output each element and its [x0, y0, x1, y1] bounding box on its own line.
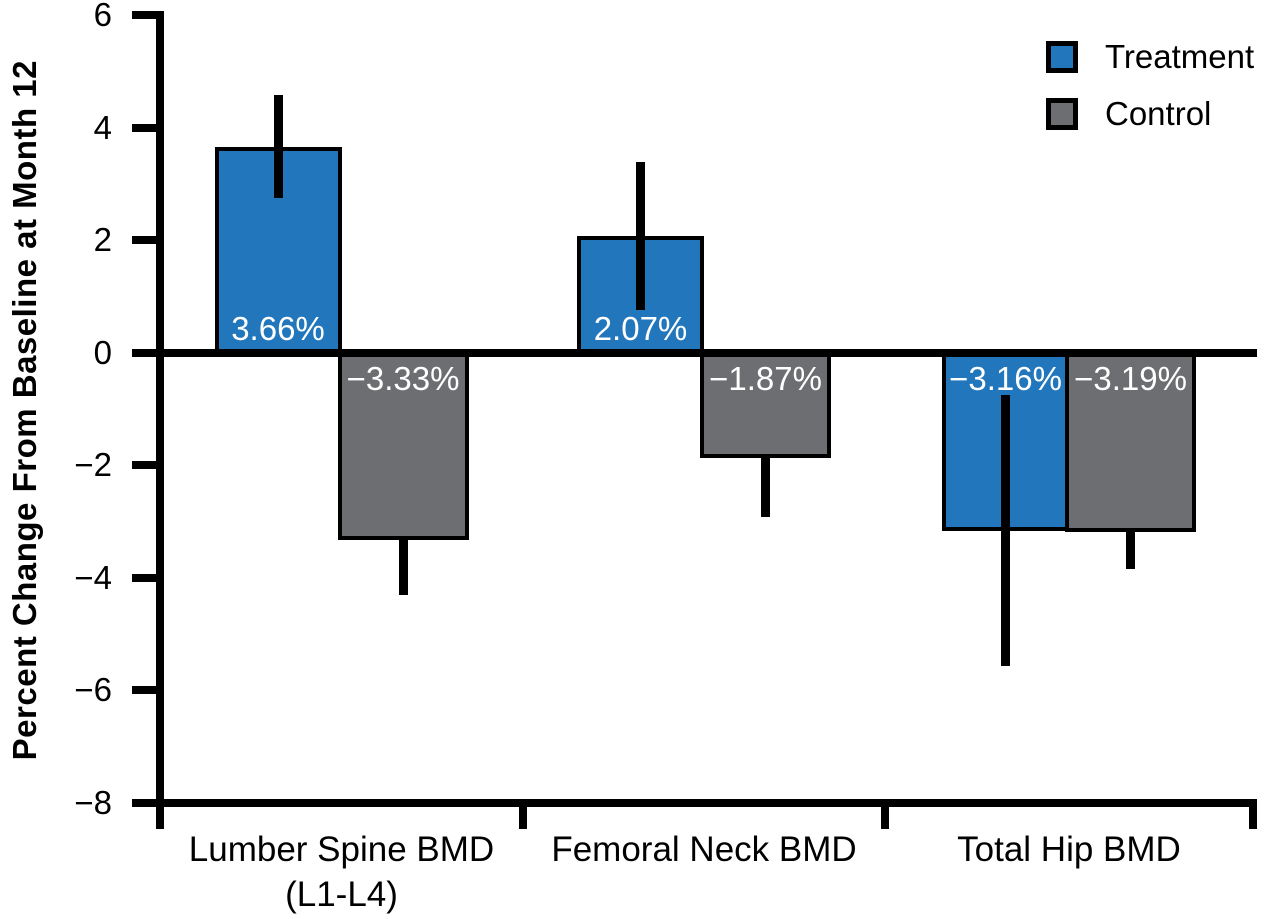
control-value-label: −1.87%: [709, 359, 822, 397]
y-tick-label: 0: [93, 333, 112, 371]
category-label-line: Lumber Spine BMD: [188, 830, 495, 869]
y-tick: [132, 123, 160, 132]
legend: Treatment Control: [1046, 38, 1255, 155]
category-label: Lumber Spine BMD (L1-L4): [92, 827, 592, 917]
control-value-label: −3.19%: [1074, 359, 1187, 397]
legend-entry-treatment: Treatment: [1046, 38, 1255, 75]
treatment-error-bar: [1001, 395, 1010, 666]
y-tick: [132, 799, 160, 807]
control-swatch: [1046, 98, 1078, 130]
treatment-value-label: 2.07%: [593, 309, 688, 347]
y-tick-label: −8: [74, 784, 112, 821]
y-tick-label: 4: [93, 108, 112, 146]
control-error-bar: [1126, 495, 1135, 569]
category-label-line: Femoral Neck BMD: [551, 830, 857, 869]
y-tick-label: −6: [74, 671, 112, 709]
y-tick-label: −4: [74, 558, 112, 596]
treatment-value-label: −3.16%: [949, 359, 1062, 397]
x-axis-line: [156, 799, 1257, 807]
y-tick-label: 6: [93, 0, 112, 33]
zero-line: [160, 348, 1257, 357]
x-tick: [1249, 807, 1257, 829]
y-tick: [132, 11, 160, 19]
treatment-error-bar: [636, 162, 645, 310]
y-tick: [132, 348, 160, 357]
category-label: Total Hip BMD: [819, 827, 1280, 872]
y-tick-label: 2: [93, 221, 112, 259]
x-tick: [881, 807, 889, 829]
y-axis-line: [156, 11, 164, 807]
treatment-value-label: 3.66%: [231, 309, 325, 347]
category-label: Femoral Neck BMD: [454, 827, 954, 872]
x-tick: [519, 807, 527, 829]
legend-label-treatment: Treatment: [1105, 38, 1255, 75]
legend-label-control: Control: [1105, 95, 1212, 132]
y-tick: [132, 461, 160, 470]
y-tick: [132, 236, 160, 245]
legend-entry-control: Control: [1046, 95, 1254, 132]
control-value-label: −3.33%: [346, 359, 460, 397]
y-tick: [132, 686, 160, 695]
y-tick: [132, 573, 160, 582]
treatment-error-bar: [273, 94, 283, 199]
category-label-line: (L1-L4): [285, 875, 398, 914]
control-error-bar: [398, 485, 408, 595]
y-axis-title: Percent Change From Baseline at Month 12: [6, 59, 43, 761]
x-tick: [156, 807, 164, 829]
category-label-line: Total Hip BMD: [957, 830, 1181, 869]
control-error-bar: [761, 398, 770, 518]
y-tick-label: −2: [74, 446, 112, 484]
y-axis-title-wrap: Percent Change From Baseline at Month 12: [0, 0, 50, 820]
treatment-swatch: [1046, 41, 1078, 73]
